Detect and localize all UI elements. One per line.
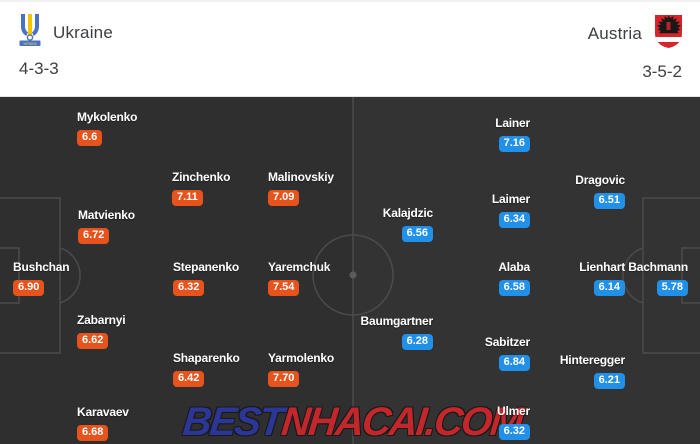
player-name: Zinchenko [172,170,231,184]
player-laimer: Laimer 6.34 [492,193,530,228]
watermark-best: BEST [180,400,285,444]
player-rating-badge: 5.78 [656,280,688,296]
player-name: Kalajdzic [382,206,433,220]
player-ulmer: Ulmer 6.32 [497,405,530,440]
player-name: Sabitzer [484,335,530,349]
player-rating-badge: 6.28 [401,334,433,350]
pitch-markings [0,97,700,444]
player-bachmann: Bachmann 5.78 [628,261,688,296]
player-name: Malinovskiy [268,170,334,184]
player-rating-badge: 7.16 [498,136,530,152]
player-name: Alaba [498,260,530,274]
player-name: Baumgartner [360,314,434,328]
player-rating-badge: 7.70 [268,371,300,387]
watermark-nhacai: NHACAI.COM [279,400,525,444]
player-rating-badge: 6.90 [13,280,45,296]
player-rating-badge: 6.32 [173,280,205,296]
player-name: Laimer [491,192,530,206]
player-bushchan: Bushchan 6.90 [13,260,70,296]
away-team-name: Austria [587,24,642,43]
home-formation: 4-3-3 [19,59,59,78]
pitch-right-half [353,97,700,444]
player-dragovic: Dragovic 6.51 [575,174,625,209]
player-rating-badge: 7.11 [172,190,203,206]
player-name: Yarmolenko [268,351,335,365]
player-malinovskiy: Malinovskiy 7.09 [268,171,334,206]
home-team-block: УКРАЇНА Ukraine 4-3-3 [18,13,113,96]
player-name: Lienhart [579,260,625,274]
home-team-name: Ukraine [53,22,113,42]
pitch: BESTNHACAI.COM Bushchan 6.90 Mykolenko 6.6 M… [0,97,700,444]
player-name: Yaremchuk [268,260,331,274]
player-rating-badge: 7.09 [268,190,300,206]
player-name: Ulmer [496,404,530,418]
player-yarmolenko: Yarmolenko 7.70 [268,352,334,387]
player-karavaev: Karavaev 6.68 [77,406,129,441]
player-rating-badge: 6.56 [401,226,433,242]
player-name: Zabarnyi [77,313,126,327]
player-rating-badge: 6.21 [593,373,625,389]
player-lienhart: Lienhart 6.14 [579,261,625,296]
player-rating-badge: 6.42 [173,371,205,387]
player-rating-badge: 6.14 [593,280,625,296]
player-matvienko: Matvienko 6.72 [78,209,135,244]
player-name: Dragovic [575,173,625,187]
player-name: Shaparenko [173,351,240,365]
player-name: Bachmann [628,260,688,274]
player-rating-badge: 6.34 [498,212,530,228]
player-rating-badge: 6.51 [593,193,625,209]
player-rating-badge: 6.58 [498,280,530,296]
ukraine-crest-icon: УКРАЇНА [18,13,42,52]
player-rating-badge: 6.68 [77,425,109,441]
player-alaba: Alaba 6.58 [498,261,530,296]
player-lainer: Lainer 7.16 [495,117,530,152]
player-rating-badge: 6.32 [498,424,530,440]
player-sabitzer: Sabitzer 6.84 [485,336,530,371]
player-name: Bushchan [13,260,70,274]
player-rating-badge: 7.54 [268,280,300,296]
player-name: Karavaev [77,405,129,419]
player-name: Lainer [495,116,530,130]
header: УКРАЇНА Ukraine 4-3-3 Austria [0,0,700,97]
player-name: Mykolenko [77,110,138,124]
player-yaremchuk: Yaremchuk 7.54 [268,261,330,296]
player-rating-badge: 6.62 [77,333,109,349]
player-kalajdzic: Kalajdzic 6.56 [383,207,433,242]
player-name: Hinteregger [559,353,625,367]
player-zabarnyi: Zabarnyi 6.62 [77,313,126,349]
player-shaparenko: Shaparenko 6.42 [173,352,240,387]
player-name: Stepanenko [173,260,240,274]
player-rating-badge: 6.84 [498,355,530,371]
player-hinteregger: Hinteregger 6.21 [560,354,625,389]
away-team-block: Austria 3-5-2 [588,13,684,96]
player-stepanenko: Stepanenko 6.32 [173,261,239,296]
player-rating-badge: 6.6 [77,130,103,146]
player-mykolenko: Mykolenko 6.6 [77,111,137,146]
player-baumgartner: Baumgartner 6.28 [361,315,433,350]
player-zinchenko: Zinchenko 7.11 [172,171,230,206]
player-rating-badge: 6.72 [78,228,110,244]
away-formation: 3-5-2 [642,62,682,81]
austria-crest-icon [653,13,684,55]
svg-text:УКРАЇНА: УКРАЇНА [23,42,37,46]
watermark: BESTNHACAI.COM [181,400,524,444]
player-name: Matvienko [78,208,135,222]
